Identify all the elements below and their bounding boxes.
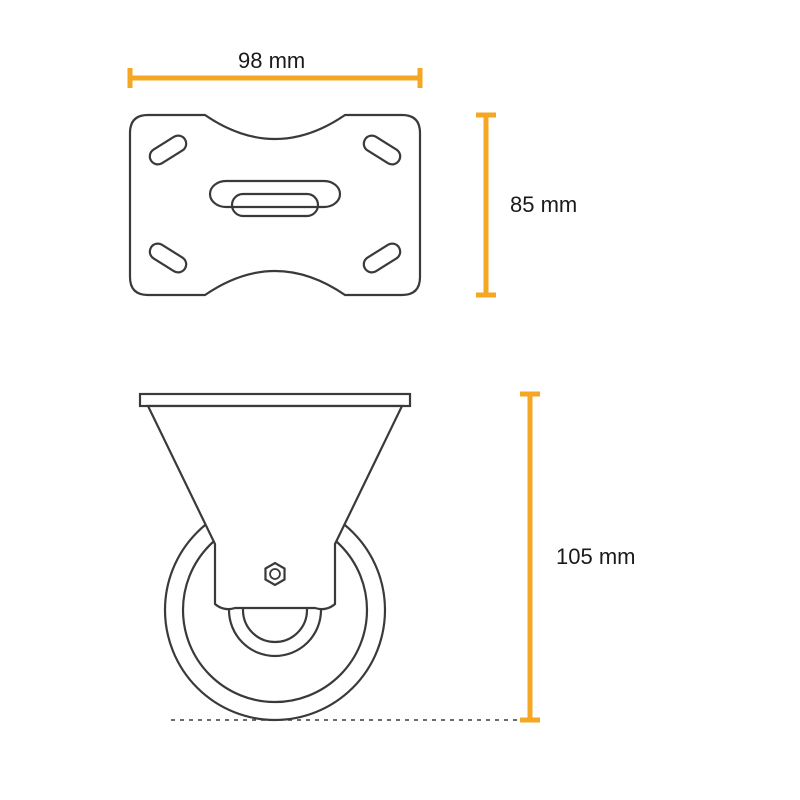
dimension-plate-height-label: 85 mm — [510, 192, 577, 218]
dimension-caster-height-label: 105 mm — [556, 544, 635, 570]
diagram-svg — [0, 0, 800, 800]
dimension-width-label: 98 mm — [238, 48, 305, 74]
diagram-canvas: 98 mm 85 mm 105 mm — [0, 0, 800, 800]
